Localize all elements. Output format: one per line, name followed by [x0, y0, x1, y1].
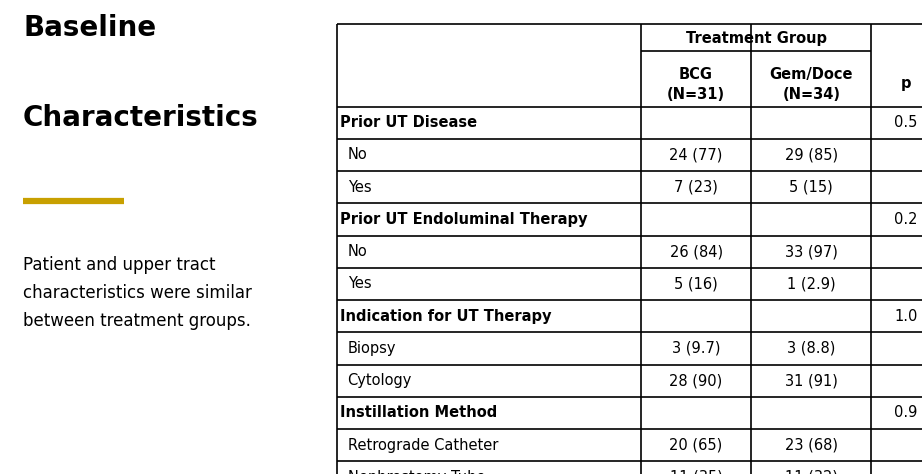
Text: 24 (77): 24 (77)	[669, 147, 723, 163]
Text: 11 (32): 11 (32)	[785, 470, 838, 474]
Text: Yes: Yes	[348, 276, 372, 292]
Text: 20 (65): 20 (65)	[669, 438, 723, 453]
Text: Baseline: Baseline	[23, 14, 156, 42]
Text: BCG
(N=31): BCG (N=31)	[667, 67, 726, 102]
Text: 23 (68): 23 (68)	[785, 438, 838, 453]
Text: 31 (91): 31 (91)	[785, 373, 838, 388]
Text: 5 (15): 5 (15)	[789, 180, 833, 195]
Text: 0.9: 0.9	[894, 405, 917, 420]
Text: 7 (23): 7 (23)	[674, 180, 718, 195]
Text: 5 (16): 5 (16)	[674, 276, 718, 292]
Text: Prior UT Endoluminal Therapy: Prior UT Endoluminal Therapy	[340, 212, 587, 227]
Text: 1.0: 1.0	[894, 309, 917, 324]
Text: Yes: Yes	[348, 180, 372, 195]
Text: 1 (2.9): 1 (2.9)	[787, 276, 835, 292]
Text: Retrograde Catheter: Retrograde Catheter	[348, 438, 498, 453]
Text: Treatment Group: Treatment Group	[686, 31, 826, 46]
Text: 11 (35): 11 (35)	[669, 470, 723, 474]
Text: Indication for UT Therapy: Indication for UT Therapy	[340, 309, 551, 324]
Text: No: No	[348, 244, 367, 259]
Text: 3 (9.7): 3 (9.7)	[672, 341, 720, 356]
Text: No: No	[348, 147, 367, 163]
Text: p: p	[901, 76, 911, 91]
Text: Patient and upper tract
characteristics were similar
between treatment groups.: Patient and upper tract characteristics …	[23, 256, 252, 329]
Text: Cytology: Cytology	[348, 373, 412, 388]
Text: Gem/Doce
(N=34): Gem/Doce (N=34)	[770, 67, 853, 102]
Text: 33 (97): 33 (97)	[785, 244, 838, 259]
Text: Prior UT Disease: Prior UT Disease	[340, 115, 478, 130]
Text: Instillation Method: Instillation Method	[340, 405, 498, 420]
Text: 0.2: 0.2	[894, 212, 917, 227]
Text: 3 (8.8): 3 (8.8)	[787, 341, 835, 356]
Text: Biopsy: Biopsy	[348, 341, 396, 356]
Text: 29 (85): 29 (85)	[785, 147, 838, 163]
Text: 0.5: 0.5	[894, 115, 917, 130]
Text: 26 (84): 26 (84)	[669, 244, 723, 259]
Text: Characteristics: Characteristics	[23, 104, 259, 132]
Text: 28 (90): 28 (90)	[669, 373, 723, 388]
Text: Nephrostomy Tube: Nephrostomy Tube	[348, 470, 485, 474]
